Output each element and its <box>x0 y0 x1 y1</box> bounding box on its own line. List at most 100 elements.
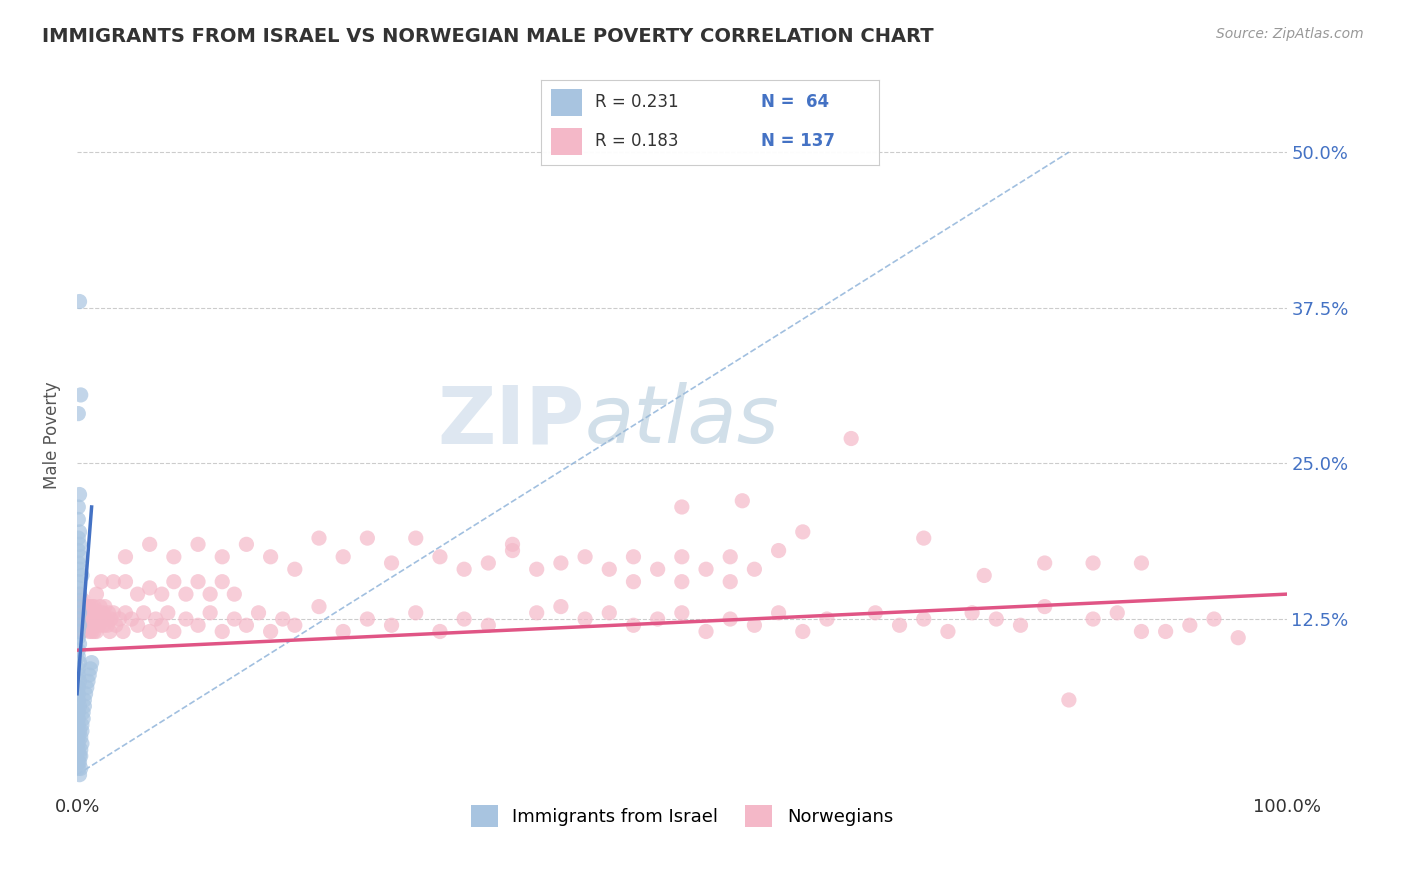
Point <box>72 712 94 726</box>
Point <box>718 612 741 626</box>
Point <box>72 606 94 620</box>
Point <box>174 587 197 601</box>
Point <box>1107 606 1129 620</box>
Point <box>69 593 91 607</box>
Point <box>75 606 97 620</box>
Point <box>73 612 96 626</box>
Point <box>69 724 91 739</box>
Point <box>69 487 91 501</box>
Point <box>1130 556 1153 570</box>
Y-axis label: Male Poverty: Male Poverty <box>44 382 60 489</box>
Point <box>405 606 427 620</box>
Point <box>69 562 91 576</box>
Text: atlas: atlas <box>585 382 780 460</box>
Point <box>768 543 790 558</box>
Point <box>839 432 862 446</box>
Point <box>69 699 91 714</box>
Text: IMMIGRANTS FROM ISRAEL VS NORWEGIAN MALE POVERTY CORRELATION CHART: IMMIGRANTS FROM ISRAEL VS NORWEGIAN MALE… <box>42 27 934 45</box>
Point <box>69 524 91 539</box>
Point <box>90 612 112 626</box>
Point <box>187 618 209 632</box>
Point <box>815 612 838 626</box>
Point <box>72 706 94 720</box>
Point <box>332 549 354 564</box>
Point <box>235 618 257 632</box>
Point <box>76 599 98 614</box>
Point <box>103 574 125 589</box>
Point <box>67 581 90 595</box>
Point <box>93 618 115 632</box>
Point <box>69 618 91 632</box>
Point <box>94 612 117 626</box>
Point <box>138 581 160 595</box>
Point <box>671 606 693 620</box>
Point <box>70 612 93 626</box>
Point <box>67 756 90 770</box>
Point <box>211 624 233 639</box>
Point <box>75 687 97 701</box>
Point <box>405 531 427 545</box>
Point <box>67 624 90 639</box>
Point <box>67 599 90 614</box>
Point <box>69 549 91 564</box>
Point <box>718 549 741 564</box>
Point <box>647 562 669 576</box>
Point <box>67 706 90 720</box>
Point <box>502 543 524 558</box>
Point <box>87 618 110 632</box>
Point <box>75 618 97 632</box>
Point <box>67 556 90 570</box>
Point <box>332 624 354 639</box>
Point <box>163 624 186 639</box>
Point <box>77 624 100 639</box>
Point <box>889 618 911 632</box>
Point <box>768 606 790 620</box>
Point <box>574 612 596 626</box>
Point <box>247 606 270 620</box>
Point <box>69 606 91 620</box>
Point <box>259 549 281 564</box>
Point <box>69 743 91 757</box>
Point <box>1057 693 1080 707</box>
Point <box>973 568 995 582</box>
Point <box>163 574 186 589</box>
Point <box>150 618 173 632</box>
Point <box>98 624 121 639</box>
Point <box>695 624 717 639</box>
Point <box>69 606 91 620</box>
Point <box>127 618 149 632</box>
Point <box>69 731 91 745</box>
Point <box>80 656 103 670</box>
Point <box>744 618 766 632</box>
Point <box>67 731 90 745</box>
Point <box>69 756 91 770</box>
Point <box>623 618 645 632</box>
Point <box>69 587 91 601</box>
Bar <box>551 89 582 116</box>
Point <box>69 761 91 775</box>
Text: ZIP: ZIP <box>437 382 585 460</box>
Point <box>82 618 104 632</box>
Point <box>84 606 107 620</box>
Point <box>912 531 935 545</box>
Point <box>623 549 645 564</box>
Point <box>76 612 98 626</box>
Point <box>550 556 572 570</box>
Point <box>163 549 186 564</box>
Point <box>356 612 378 626</box>
Point <box>380 556 402 570</box>
Point <box>79 662 101 676</box>
Point <box>67 668 90 682</box>
Point <box>100 612 122 626</box>
Point <box>429 549 451 564</box>
Legend: Immigrants from Israel, Norwegians: Immigrants from Israel, Norwegians <box>464 798 900 834</box>
Point <box>156 606 179 620</box>
Point <box>80 599 103 614</box>
Point <box>104 618 127 632</box>
Point <box>77 599 100 614</box>
Point <box>69 656 91 670</box>
Point <box>453 562 475 576</box>
Point <box>477 556 499 570</box>
Point <box>83 624 105 639</box>
Point <box>103 606 125 620</box>
